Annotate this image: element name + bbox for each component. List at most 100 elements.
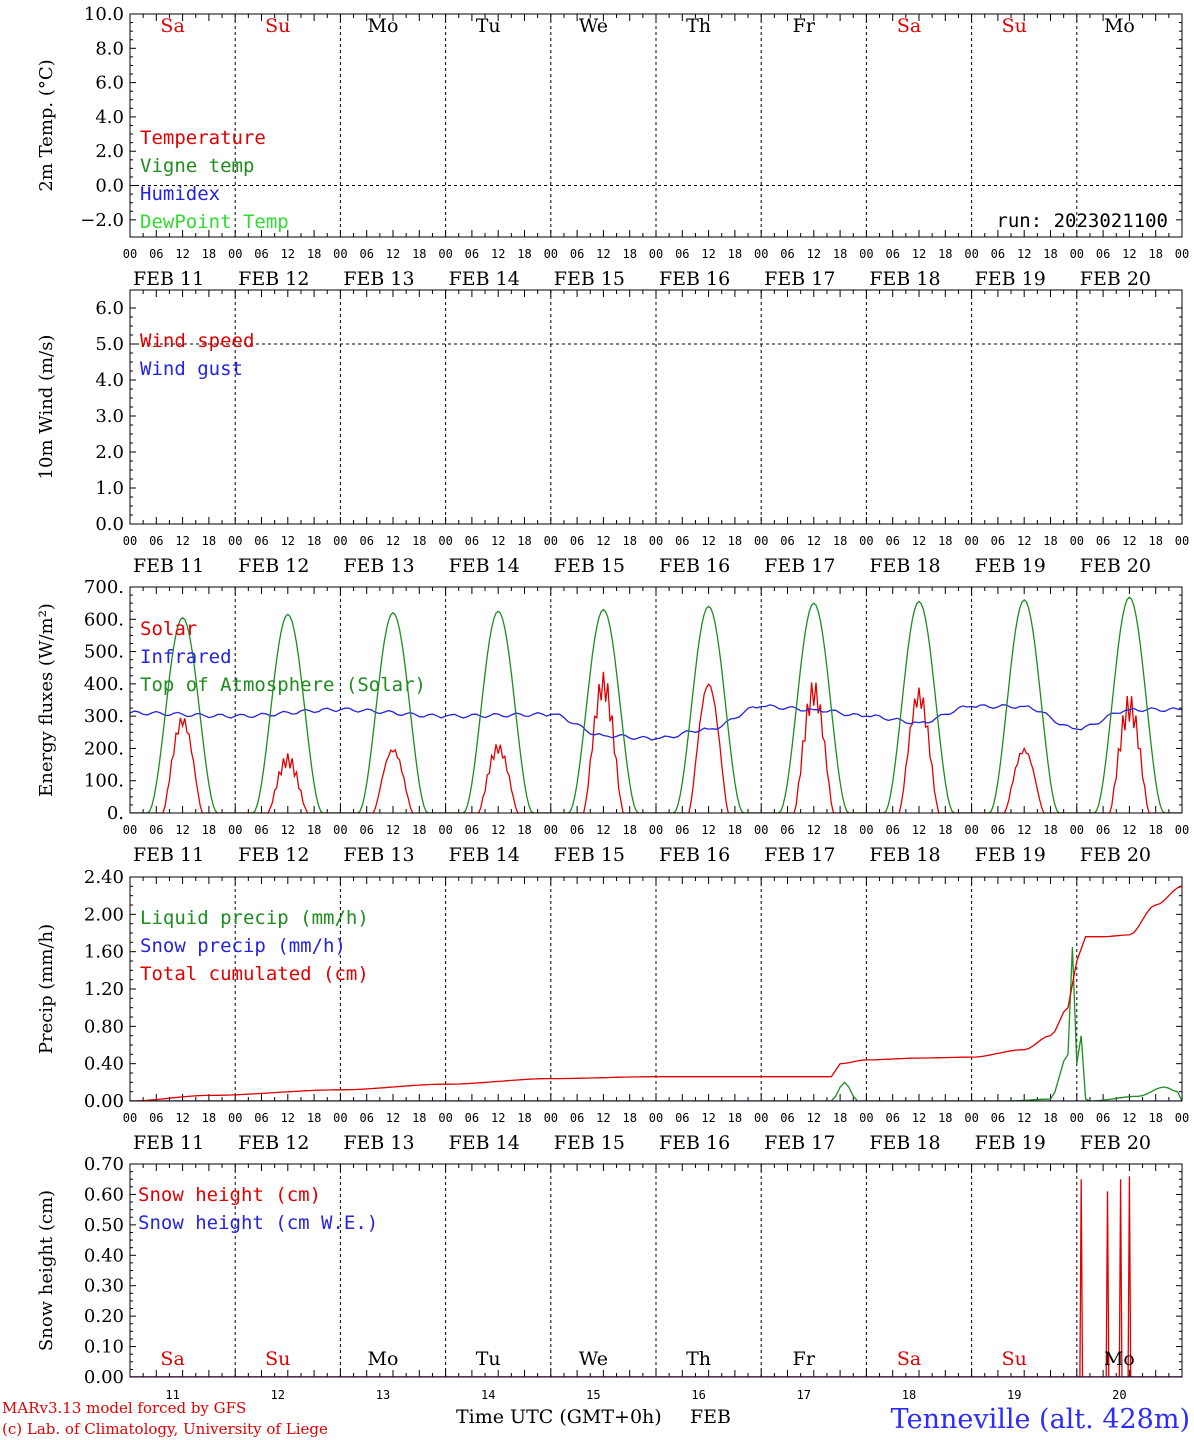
day-name: Mo — [1104, 15, 1135, 37]
hour-label: 12 — [1017, 534, 1031, 548]
hour-label: 00 — [964, 1111, 978, 1125]
hour-label: 00 — [649, 534, 663, 548]
hour-label: 06 — [885, 1111, 899, 1125]
hour-label: 12 — [1017, 823, 1031, 837]
date-label: FEB 13 — [343, 268, 414, 290]
hour-label: 00 — [1070, 247, 1084, 261]
ytick-label: 10.0 — [84, 4, 124, 25]
hour-label: 12 — [912, 534, 926, 548]
hour-label: 12 — [912, 1111, 926, 1125]
hour-label: 18 — [938, 247, 952, 261]
hour-label: 12 — [912, 823, 926, 837]
hour-label: 00 — [438, 534, 452, 548]
hour-label: 12 — [912, 247, 926, 261]
day-name: Fr — [793, 1348, 816, 1370]
date-label: FEB 19 — [975, 844, 1046, 866]
legend-entry: Top of Atmosphere (Solar) — [140, 674, 426, 696]
hour-label: 18 — [517, 534, 531, 548]
hour-label: 06 — [570, 534, 584, 548]
hour-label: 18 — [517, 247, 531, 261]
date-label: FEB 13 — [343, 844, 414, 866]
hour-label: 12 — [1017, 247, 1031, 261]
series-line-total-cumulated-cm- — [130, 885, 1182, 1101]
ytick-label: 1.20 — [84, 979, 124, 1000]
hour-label: 06 — [885, 823, 899, 837]
date-label: FEB 12 — [238, 844, 309, 866]
hour-label: 00 — [123, 823, 137, 837]
hour-label: 12 — [175, 247, 189, 261]
hour-label: 18 — [1043, 823, 1057, 837]
hour-label: 00 — [123, 247, 137, 261]
legend-entry: Solar — [140, 618, 197, 640]
day-name: Th — [686, 15, 711, 37]
hour-label: 06 — [254, 247, 268, 261]
ytick-label: 4.0 — [95, 370, 124, 391]
hour-label: 00 — [228, 247, 242, 261]
hour-label: 18 — [307, 1111, 321, 1125]
y-axis-title: Snow height (cm) — [36, 1190, 57, 1351]
hour-label: 06 — [149, 247, 163, 261]
date-label: FEB 18 — [869, 844, 940, 866]
panel-5: 0.00 0.10 0.20 0.30 0.40 0.50 0.60 0.70 Snow hei… — [36, 1154, 1183, 1388]
hour-label: 06 — [991, 1111, 1005, 1125]
date-label: FEB 19 — [975, 1132, 1046, 1154]
day-name: Mo — [368, 15, 399, 37]
hour-label: 06 — [675, 1111, 689, 1125]
date-label: FEB 16 — [659, 268, 730, 290]
hour-label: 18 — [728, 247, 742, 261]
hour-label: 18 — [412, 247, 426, 261]
y-axis-title: Energy fluxes (W/m²) — [36, 603, 57, 797]
day-name: Su — [1002, 15, 1027, 37]
hour-label: 18 — [938, 534, 952, 548]
date-label: FEB 11 — [133, 268, 204, 290]
hour-label: 00 — [228, 534, 242, 548]
hour-label: 12 — [386, 534, 400, 548]
series-group — [130, 1176, 1182, 1377]
legend-entry: Liquid precip (mm/h) — [140, 907, 369, 929]
legend-entry: Snow precip (mm/h) — [140, 935, 346, 957]
hour-label: 12 — [1122, 534, 1136, 548]
hour-label: 00 — [438, 247, 452, 261]
hour-label: 12 — [596, 1111, 610, 1125]
hour-label: 00 — [754, 247, 768, 261]
ytick-label: 3.0 — [95, 406, 124, 427]
ytick-label: 6.0 — [95, 73, 124, 94]
date-label: FEB 13 — [343, 1132, 414, 1154]
hour-label: 06 — [780, 823, 794, 837]
ytick-label: 8.0 — [95, 38, 124, 59]
day-name: Tu — [476, 1348, 501, 1370]
series-group — [130, 596, 1182, 813]
ytick-label: 0.00 — [84, 1367, 124, 1388]
hour-label: 12 — [701, 1111, 715, 1125]
hour-label: 18 — [622, 247, 636, 261]
hour-label: 00 — [123, 1111, 137, 1125]
credit-line-1: MARv3.13 model forced by GFS — [2, 1399, 246, 1417]
day-name: Tu — [476, 15, 501, 37]
hour-label: 06 — [149, 823, 163, 837]
hour-label: 00 — [754, 1111, 768, 1125]
ytick-label: 200. — [84, 738, 124, 759]
ytick-label: 2.0 — [95, 442, 124, 463]
panel-2: 0.0 1.0 2.0 3.0 4.0 5.0 6.0 10m Wind (m/s) 00 06 1… — [36, 289, 1189, 577]
hour-label: 00 — [859, 823, 873, 837]
hour-label: 12 — [491, 247, 505, 261]
hour-label: 18 — [1148, 1111, 1162, 1125]
hour-label: 06 — [465, 247, 479, 261]
plot-frame — [129, 13, 1183, 238]
hour-label: 00 — [1070, 823, 1084, 837]
hour-label: 00 — [1175, 247, 1189, 261]
hour-label: 06 — [780, 1111, 794, 1125]
date-label: FEB 14 — [449, 1132, 520, 1154]
hour-label: 12 — [807, 823, 821, 837]
ytick-label: 100. — [84, 771, 124, 792]
hour-label: 18 — [622, 823, 636, 837]
ytick-label: 500. — [84, 642, 124, 663]
date-label: FEB 11 — [133, 1132, 204, 1154]
date-label: FEB 18 — [869, 1132, 940, 1154]
date-label: FEB 15 — [554, 844, 625, 866]
hour-label: 00 — [649, 247, 663, 261]
date-label: FEB 15 — [554, 1132, 625, 1154]
date-label: FEB 14 — [449, 555, 520, 577]
hour-label: 18 — [412, 823, 426, 837]
